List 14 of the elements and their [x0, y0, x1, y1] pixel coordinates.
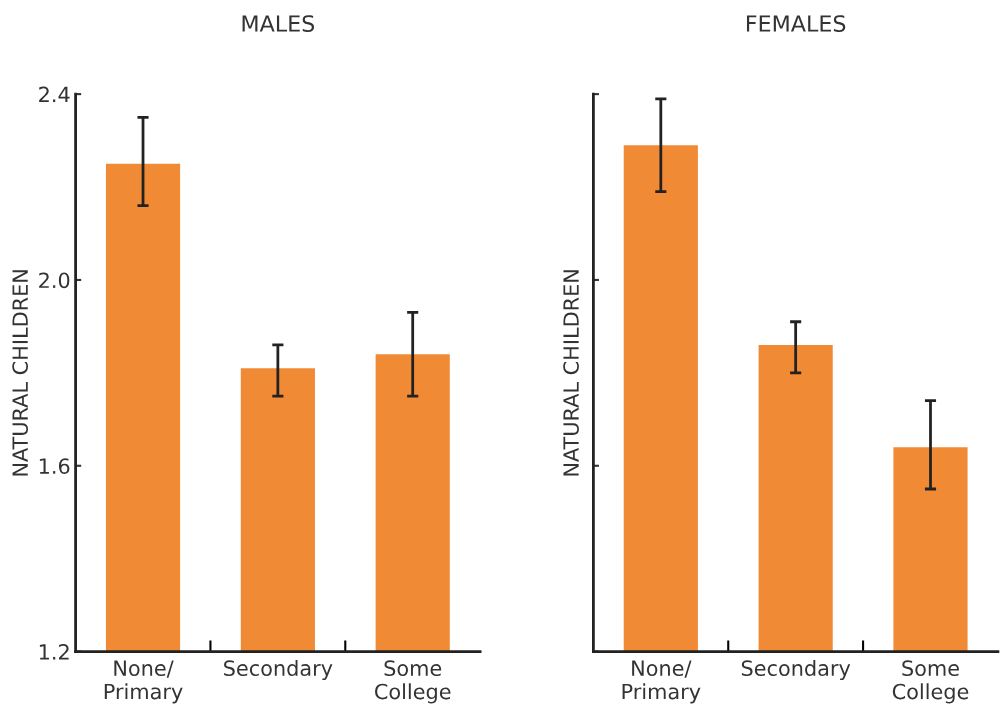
x-tick-label: None/ Primary [104, 660, 183, 704]
x-tick-label: None/ Primary [622, 660, 701, 704]
y-axis-title: NATURAL CHILDREN [563, 270, 579, 476]
y-tick-label: 1.6 [39, 458, 70, 474]
x-tick-label: Secondary [741, 659, 851, 681]
y-tick-label: 2.0 [39, 272, 70, 289]
y-tick-label: 1.2 [39, 644, 69, 660]
x-tick-label: Some College [375, 660, 451, 704]
x-tick-label: Some College [892, 660, 969, 704]
y-tick-label: 2.4 [39, 86, 70, 103]
y-axis-title: NATURAL CHILDREN [12, 270, 29, 476]
chart-title: MALES [242, 15, 315, 32]
x-tick-label: Secondary [224, 659, 333, 681]
chart-title: FEMALES [746, 15, 846, 32]
